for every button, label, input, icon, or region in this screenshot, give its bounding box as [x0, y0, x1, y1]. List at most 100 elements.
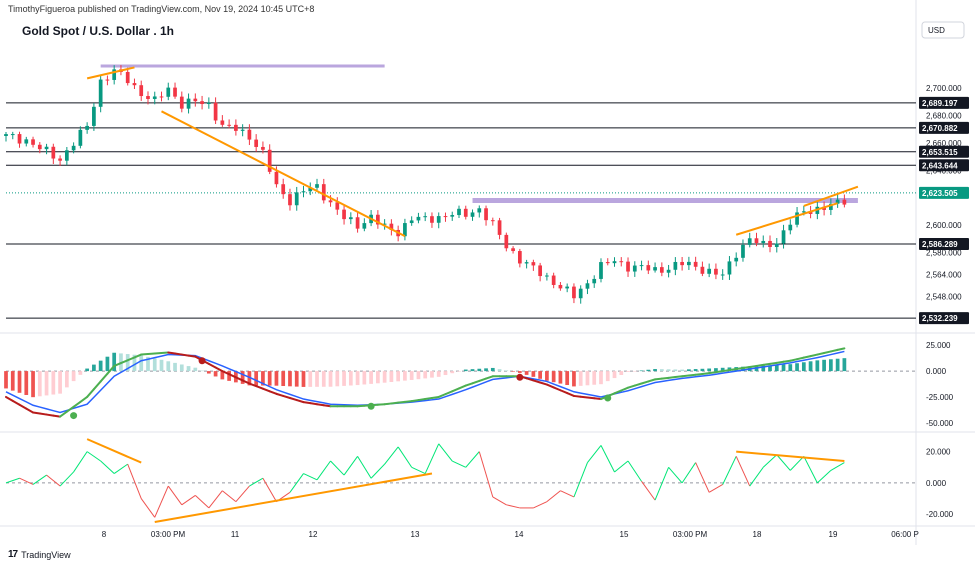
candle — [139, 80, 144, 101]
candle — [78, 126, 83, 149]
candle-body — [801, 211, 806, 213]
macd-histogram-bar — [497, 369, 502, 372]
osc-line-segment — [452, 460, 466, 468]
macd-line-segment — [180, 353, 190, 357]
macd-histogram-bar — [639, 370, 644, 372]
macd-histogram-bar — [335, 371, 340, 387]
candle-body — [58, 158, 62, 161]
candle — [747, 232, 752, 248]
osc-line-segment — [19, 477, 34, 485]
macd-line-segment — [106, 364, 116, 375]
macd-line-segment — [741, 365, 751, 369]
macd-histogram-bar — [687, 369, 691, 372]
macd-line-segment — [234, 376, 244, 382]
macd-line-segment — [748, 364, 758, 368]
macd-line-segment — [633, 382, 643, 387]
macd-histogram-bar — [585, 371, 590, 386]
macd-line-segment — [485, 375, 494, 380]
candle-body — [829, 203, 833, 210]
macd-histogram-bar — [396, 371, 401, 382]
macd-cross-dot — [367, 402, 375, 410]
tradingview-brand[interactable]: 17 TradingView — [8, 549, 71, 560]
macd-histogram-bar — [801, 362, 806, 372]
macd-line-segment — [241, 379, 251, 385]
macd-histogram-bar — [382, 371, 387, 383]
candle — [301, 185, 306, 198]
macd-line-segment — [681, 374, 690, 378]
macd-histogram-bar — [423, 371, 428, 379]
candle-body — [639, 265, 644, 267]
candle-body — [687, 261, 691, 266]
macd-line-segment — [133, 353, 143, 359]
osc-line-segment — [303, 473, 318, 481]
macd-histogram-bar — [768, 365, 772, 372]
macd-histogram-bar — [504, 370, 509, 372]
candle — [227, 119, 231, 129]
candle — [152, 91, 157, 105]
candle — [680, 256, 684, 271]
level-label-box — [919, 237, 969, 250]
candle-body — [443, 216, 448, 218]
candle — [288, 188, 292, 211]
candle-body — [430, 216, 434, 223]
macd-histogram-bar — [348, 371, 353, 386]
candle — [788, 219, 793, 235]
macd-histogram-bar — [511, 371, 515, 372]
candle — [781, 224, 786, 249]
macd-histogram-bar — [450, 371, 455, 374]
candle — [463, 205, 468, 220]
candle — [315, 178, 319, 191]
macd-line-segment — [762, 362, 772, 366]
macd-histogram-bar — [484, 368, 488, 372]
candle — [179, 91, 184, 113]
osc-line-segment — [222, 490, 237, 503]
candle — [105, 75, 110, 86]
macd-histogram-bar — [294, 371, 299, 387]
macd-tick-label: 0.000 — [926, 367, 947, 376]
osc-line-segment — [749, 466, 764, 487]
candle-body — [578, 288, 583, 299]
macd-histogram-bar — [78, 371, 83, 375]
macd-line-segment — [620, 386, 630, 392]
price-tick-label: 2,660.000 — [926, 139, 962, 148]
candle-body — [267, 149, 272, 172]
candle-body — [599, 262, 603, 279]
osc-line-segment — [46, 474, 61, 487]
candle-body — [159, 96, 164, 98]
candle — [653, 262, 657, 273]
macd-histogram-bar — [700, 368, 705, 372]
candle — [44, 143, 49, 155]
candle-body — [315, 184, 319, 188]
candle-body — [389, 223, 394, 230]
macd-line-segment — [728, 368, 738, 372]
candle — [308, 182, 313, 196]
macd-line-segment — [356, 404, 366, 408]
candle-body — [112, 69, 117, 80]
time-tick-label: 03:00 PM — [673, 530, 708, 539]
macd-line-segment — [153, 352, 163, 355]
candle — [605, 258, 610, 266]
osc-line-segment — [708, 484, 723, 493]
time-tick-label: 11 — [231, 530, 240, 539]
candle — [673, 257, 678, 276]
candle — [835, 194, 840, 208]
currency-selector[interactable] — [921, 21, 965, 39]
candle-body — [376, 214, 380, 225]
candle-body — [788, 224, 793, 231]
osc-line-segment — [235, 485, 250, 502]
price-tick-label: 2,580.000 — [926, 249, 962, 258]
time-tick-label: 18 — [753, 530, 762, 539]
macd-histogram-bar — [146, 356, 150, 372]
osc-line-segment — [654, 467, 670, 501]
macd-line-segment — [140, 353, 149, 356]
candle-body — [680, 261, 684, 266]
osc-line-segment — [397, 446, 413, 468]
macd-tick-label: 25.000 — [926, 341, 951, 350]
candle — [85, 122, 89, 134]
candle — [166, 82, 171, 101]
macd-histogram-bar — [416, 371, 421, 380]
macd-histogram-bar — [315, 371, 319, 387]
candle — [612, 257, 617, 267]
candle-body — [301, 191, 306, 193]
current-price-box — [919, 186, 969, 199]
